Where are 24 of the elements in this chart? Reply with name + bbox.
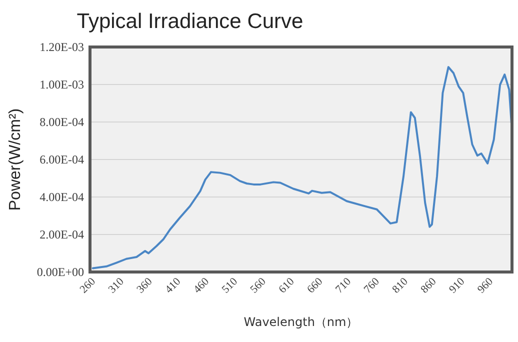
x-tick-label: 360 [134, 275, 156, 296]
y-axis-title: Power(W/cm²) [7, 108, 24, 211]
y-tick-label: 2.00E-04 [40, 228, 84, 242]
x-tick-label: 560 [248, 275, 269, 296]
chart-title: Typical Irradiance Curve [76, 10, 304, 33]
x-tick-label: 960 [475, 275, 496, 296]
x-tick-label: 310 [106, 275, 127, 296]
x-axis-title: Wavelength（nm） [244, 315, 358, 329]
x-tick-label: 610 [276, 275, 298, 296]
y-tick-label: 1.00E-03 [40, 78, 84, 92]
x-tick-label: 810 [390, 275, 411, 296]
x-tick-label: 760 [362, 275, 382, 296]
x-tick-label: 660 [304, 275, 326, 296]
y-tick-label: 8.00E-04 [40, 115, 84, 129]
x-tick-label: 510 [220, 275, 240, 296]
x-tick-label: 710 [333, 275, 354, 296]
y-tick-label: 6.00E-04 [40, 152, 84, 166]
x-tick-label: 460 [191, 275, 212, 296]
x-tick-label: 860 [418, 275, 440, 296]
y-tick-label: 4.00E-04 [40, 190, 84, 204]
line-series [92, 66, 512, 270]
y-tick-label: 1.20E-03 [40, 40, 84, 54]
x-tick-label: 910 [446, 275, 468, 296]
x-tick-label: 410 [163, 275, 184, 296]
